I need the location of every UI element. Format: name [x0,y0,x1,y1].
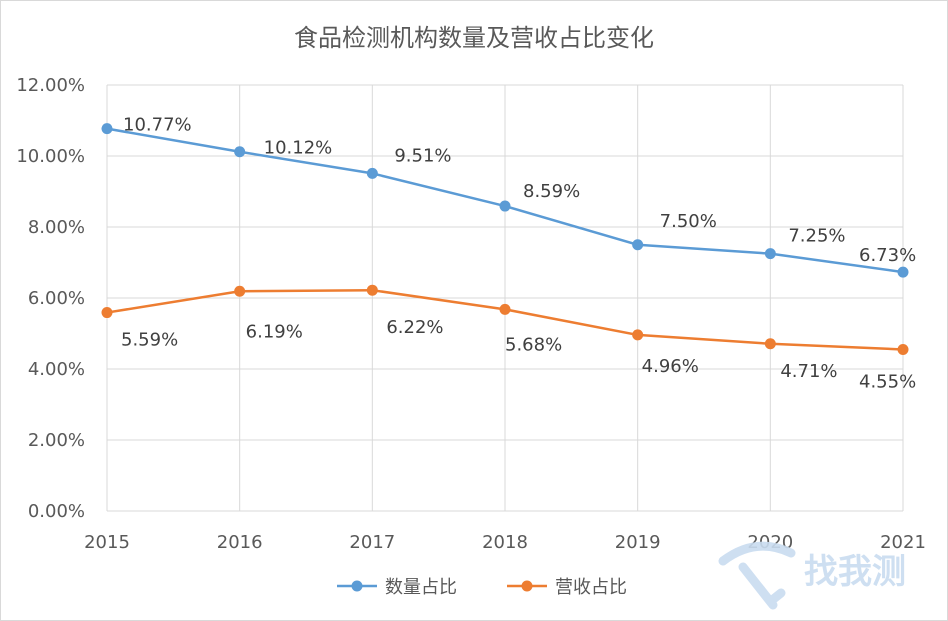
data-label: 10.77% [123,115,192,136]
x-tick-label: 2018 [482,532,528,553]
data-point [366,284,378,296]
data-label: 5.59% [121,330,178,351]
data-point [764,248,776,260]
data-label: 8.59% [523,181,580,202]
x-tick-label: 2015 [84,532,130,553]
watermark-text: 找我测 [804,552,906,592]
data-point [764,338,776,350]
data-label: 4.71% [780,361,837,382]
data-label: 7.50% [660,211,717,232]
data-point [499,200,511,212]
x-tick-label: 2016 [217,532,263,553]
pickaxe-logo-icon [718,541,796,610]
y-tick-label: 0.00% [28,501,85,522]
data-label: 4.96% [642,356,699,377]
data-label: 7.25% [788,226,845,247]
data-label: 6.73% [859,245,916,266]
legend-label: 数量占比 [385,577,457,598]
data-label: 10.12% [264,138,333,159]
legend-item: 营收占比 [507,577,627,598]
x-tick-label: 2019 [615,532,661,553]
legend-marker [351,580,363,592]
x-axis: 2015 2016 2017 2018 2019 2020 2021 [84,532,926,553]
data-label: 5.68% [505,334,562,355]
y-tick-label: 8.00% [28,217,85,238]
data-label: 6.22% [386,317,443,338]
data-point [101,123,113,135]
data-point [897,266,909,278]
y-axis: 0.00% 2.00% 4.00% 6.00% 8.00% 10.00% 12.00% [16,75,85,522]
data-point [234,285,246,297]
legend: 数量占比 营收占比 [337,577,627,598]
legend-label: 营收占比 [555,577,627,598]
data-point [101,307,113,319]
data-point [632,329,644,341]
data-point [897,343,909,355]
data-point [366,167,378,179]
x-tick-label: 2017 [349,532,395,553]
data-label: 4.55% [859,371,916,392]
y-tick-label: 2.00% [28,430,85,451]
data-point [234,146,246,158]
data-label: 9.51% [394,145,451,166]
watermark: 找我测 [718,541,906,610]
x-tick-label: 2021 [880,532,926,553]
y-tick-label: 4.00% [28,359,85,380]
data-labels: 10.77% 10.12% 9.51% 8.59% 7.50% 7.25% 6.73% 5.5… [121,115,916,393]
data-label: 6.19% [246,321,303,342]
legend-item: 数量占比 [337,577,457,598]
series-layer [101,123,909,355]
chart-title: 食品检测机构数量及营收占比变化 [294,24,654,52]
y-tick-label: 12.00% [16,75,85,96]
y-tick-label: 6.00% [28,288,85,309]
data-point [632,239,644,251]
y-tick-label: 10.00% [16,146,85,167]
data-point [499,303,511,315]
legend-marker [521,580,533,592]
